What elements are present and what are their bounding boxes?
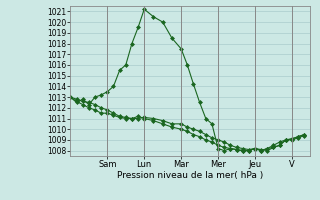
- X-axis label: Pression niveau de la mer( hPa ): Pression niveau de la mer( hPa ): [117, 171, 264, 180]
